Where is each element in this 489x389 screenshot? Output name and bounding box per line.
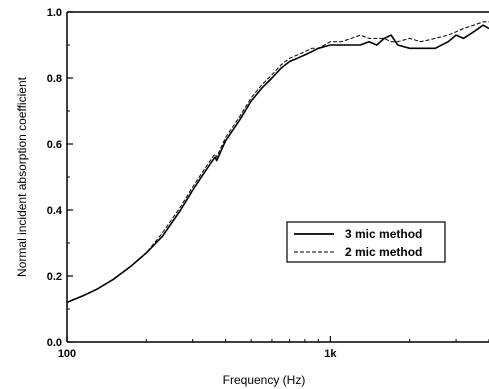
x-tick-label: 1k (324, 348, 337, 360)
x-tick-label: 100 (58, 348, 76, 360)
legend-box (286, 221, 446, 263)
y-tick-label: 0.2 (47, 271, 62, 283)
legend: 3 mic method 2 mic method (286, 221, 446, 263)
y-tick-label: 0.0 (47, 337, 62, 349)
legend-label-3-mic: 3 mic method (345, 227, 422, 241)
y-tick-label: 0.6 (47, 139, 62, 151)
y-tick-label: 0.4 (47, 205, 63, 217)
series-2-mic-line (66, 21, 489, 303)
y-tick-label: 1.0 (47, 7, 62, 19)
legend-label-2-mic: 2 mic method (345, 245, 422, 259)
y-tick-label: 0.8 (47, 73, 62, 85)
series-group (66, 21, 489, 304)
plot-area (66, 11, 489, 343)
y-axis-title: Normal incident absorption coefficient (15, 76, 29, 277)
series-3-mic-line (66, 24, 489, 304)
axis-ticks: 0.0 0.2 0.4 0.6 0.8 1.0 100 1k (47, 7, 489, 360)
x-axis-title: Frequency (Hz) (223, 373, 306, 387)
